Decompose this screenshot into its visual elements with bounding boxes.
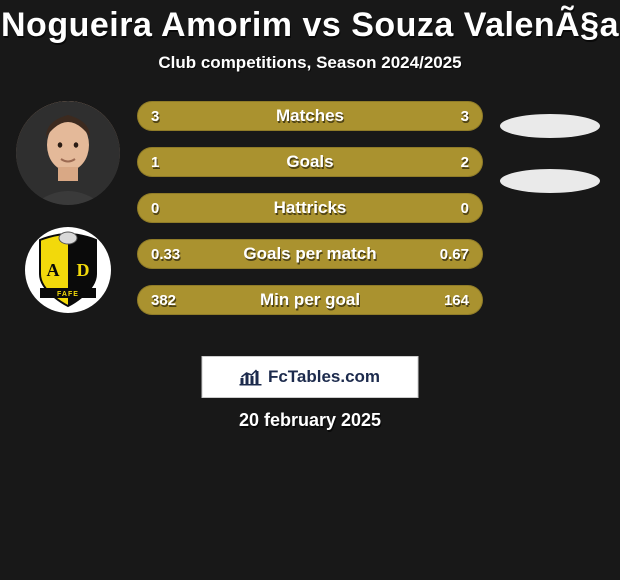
brand-label: FcTables.com <box>268 367 380 387</box>
stat-label: Goals per match <box>137 244 483 264</box>
player-silhouette-icon <box>16 101 120 205</box>
snapshot-date: 20 february 2025 <box>0 410 620 431</box>
svg-text:FAFE: FAFE <box>57 291 79 298</box>
stat-bars: 3 Matches 3 1 Goals 2 0 Hattricks 0 0.33… <box>137 101 483 331</box>
bar-chart-icon <box>240 368 262 386</box>
player1-avatar <box>16 101 120 205</box>
stat-left-value: 0.33 <box>151 246 180 263</box>
page-subtitle: Club competitions, Season 2024/2025 <box>0 53 620 73</box>
club-shield-icon: A D FAFE <box>28 230 108 310</box>
svg-text:A: A <box>47 260 60 280</box>
content-area: A D FAFE 3 Matches 3 1 Goals 2 0 <box>0 101 620 341</box>
brand-box[interactable]: FcTables.com <box>202 356 419 398</box>
stat-right-value: 2 <box>461 154 469 171</box>
stat-right-value: 3 <box>461 108 469 125</box>
stat-left-value: 3 <box>151 108 159 125</box>
stat-label: Matches <box>137 106 483 126</box>
stat-row-goals: 1 Goals 2 <box>137 147 483 177</box>
stat-row-min-per-goal: 382 Min per goal 164 <box>137 285 483 315</box>
left-column: A D FAFE <box>8 91 128 313</box>
stat-right-value: 164 <box>444 292 469 309</box>
stat-label: Goals <box>137 152 483 172</box>
stat-row-matches: 3 Matches 3 <box>137 101 483 131</box>
stat-left-value: 0 <box>151 200 159 217</box>
stat-row-goals-per-match: 0.33 Goals per match 0.67 <box>137 239 483 269</box>
stat-row-hattricks: 0 Hattricks 0 <box>137 193 483 223</box>
comparison-card: Nogueira Amorim vs Souza ValenÃ§a Club c… <box>0 0 620 580</box>
stat-left-value: 1 <box>151 154 159 171</box>
stat-left-value: 382 <box>151 292 176 309</box>
stat-label: Hattricks <box>137 198 483 218</box>
right-column <box>490 103 610 204</box>
stat-right-value: 0 <box>461 200 469 217</box>
player2-club-badge-placeholder <box>500 169 600 193</box>
svg-text:D: D <box>77 260 90 280</box>
stat-right-value: 0.67 <box>440 246 469 263</box>
player2-avatar-placeholder <box>500 114 600 138</box>
player1-club-badge: A D FAFE <box>25 227 111 313</box>
stat-label: Min per goal <box>137 290 483 310</box>
page-title: Nogueira Amorim vs Souza ValenÃ§a <box>0 0 620 45</box>
